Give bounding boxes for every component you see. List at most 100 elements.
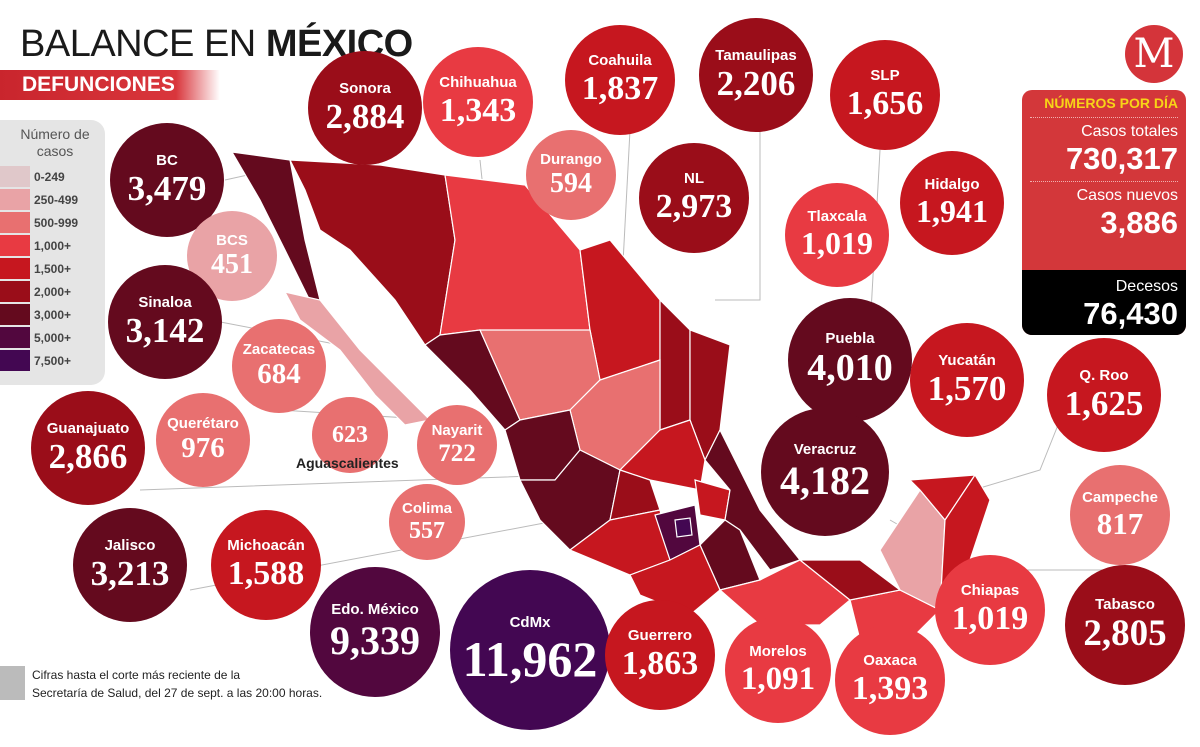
state-deaths-value: 594 [550, 167, 592, 199]
state-circle: SLP 1,656 [830, 40, 940, 150]
new-cases-value: 3,886 [1100, 205, 1178, 240]
state-circle: Campeche 817 [1070, 465, 1170, 565]
states-shapes [230, 151, 991, 651]
state-name: Nayarit [431, 422, 483, 440]
state-name: Zacatecas [242, 341, 316, 359]
state-deaths-value: 722 [438, 440, 476, 468]
state-circle: CdMx 11,962 [450, 570, 610, 730]
state-name: Oaxaca [863, 652, 917, 670]
state-name: BC [156, 151, 178, 169]
daily-numbers-panel: NÚMEROS POR DÍA Casos totales 730,317 Ca… [1022, 90, 1186, 335]
legend-item: 7,500+ [0, 350, 100, 371]
state-deaths-value: 2,884 [325, 96, 405, 136]
legend-item: 5,000+ [0, 327, 100, 348]
state-name: Puebla [825, 330, 875, 348]
footnote-line1: Cifras hasta el corte más reciente de la [32, 668, 241, 682]
state-name: Sonora [339, 79, 391, 97]
state-name: Tlaxcala [807, 208, 867, 226]
state-circle: Edo. México 9,339 [310, 567, 440, 697]
state-circle: Durango 594 [526, 130, 616, 220]
state-name: Guerrero [627, 627, 693, 645]
state-circle: Puebla 4,010 [788, 298, 912, 422]
state-circle: Morelos 1,091 [725, 617, 831, 723]
new-cases-label: Casos nuevos [1076, 187, 1178, 204]
legend-label: 2,000+ [34, 284, 72, 299]
state-deaths-value: 1,837 [581, 70, 659, 108]
state-circle: Guerrero 1,863 [605, 600, 715, 710]
total-cases-value: 730,317 [1030, 141, 1178, 182]
state-deaths-value: 1,625 [1064, 383, 1144, 423]
state-name: Durango [540, 150, 602, 168]
state-name: Michoacán [227, 537, 305, 555]
legend-swatch [0, 166, 30, 187]
state-name: Coahuila [588, 52, 652, 70]
legend-label: 7,500+ [34, 353, 72, 368]
legend-label: 3,000+ [34, 307, 72, 322]
state-name: Tamaulipas [715, 46, 797, 64]
state-circle: Jalisco 3,213 [73, 508, 187, 622]
state-deaths-value: 1,941 [916, 193, 988, 230]
state-circle: Guanajuato 2,866 [31, 391, 145, 505]
state-name: Morelos [749, 642, 807, 660]
state-name: Sinaloa [138, 293, 192, 311]
state-circle: NL 2,973 [639, 143, 749, 253]
legend-label: 1,000+ [34, 238, 72, 253]
legend-label: 1,500+ [34, 261, 72, 276]
legend-swatch [0, 235, 30, 256]
state-name: Colima [401, 499, 452, 517]
state-circle: Hidalgo 1,941 [900, 151, 1004, 255]
nuevo-leon-shape [659, 298, 691, 431]
state-circle: Zacatecas 684 [232, 319, 326, 413]
state-circle: Chihuahua 1,343 [423, 47, 533, 157]
deaths-value: 76,430 [1083, 296, 1178, 331]
state-circle: Oaxaca 1,393 [835, 625, 945, 735]
state-deaths-value: 9,339 [330, 618, 420, 663]
state-circle: Sinaloa 3,142 [108, 265, 222, 379]
milenio-logo: M [1125, 25, 1183, 83]
legend-label: 250-499 [34, 192, 79, 207]
baja-california-sur-shape [283, 291, 432, 426]
state-deaths-value: 2,206 [716, 63, 796, 103]
state-name: Jalisco [104, 536, 156, 554]
state-deaths-value: 1,343 [439, 92, 517, 130]
state-deaths-value: 1,393 [851, 670, 929, 708]
legend-item: 1,500+ [0, 258, 100, 279]
footnote: Cifras hasta el corte más reciente de la… [0, 666, 322, 702]
state-circle: Nayarit 722 [417, 405, 497, 485]
state-deaths-value: 976 [181, 432, 225, 465]
state-circle: Michoacán 1,588 [211, 510, 321, 620]
deaths-label: Decesos [1115, 278, 1178, 295]
state-deaths-value: 4,182 [780, 458, 870, 503]
title-light: BALANCE EN [20, 23, 266, 65]
state-deaths-value: 1,019 [801, 225, 873, 262]
state-circle: BC 3,479 [110, 123, 224, 237]
state-name: BCS [216, 231, 248, 249]
state-circle: Sonora 2,884 [308, 51, 422, 165]
state-deaths-value: 1,863 [621, 645, 699, 683]
state-circle: Colima 557 [389, 484, 465, 560]
state-deaths-value: 2,866 [48, 436, 128, 476]
legend-label: 5,000+ [34, 330, 72, 345]
state-name: Chihuahua [439, 74, 517, 92]
state-name: Chiapas [960, 582, 1020, 600]
legend-label: 500-999 [34, 215, 79, 230]
state-deaths-value: 817 [1096, 505, 1144, 541]
state-deaths-value: 2,973 [655, 188, 733, 226]
legend-item: 250-499 [0, 189, 100, 210]
legend-swatch [0, 281, 30, 302]
cdmx-shape [674, 517, 693, 538]
state-name: Guanajuato [46, 419, 130, 437]
legend-swatch [0, 350, 30, 371]
legend-item: 2,000+ [0, 281, 100, 302]
state-deaths-value: 3,479 [127, 168, 207, 208]
state-deaths-value: 451 [211, 248, 253, 280]
state-circle: 623 [312, 397, 388, 473]
footnote-line2: Secretaría de Salud, del 27 de sept. a l… [32, 686, 323, 700]
state-deaths-value: 1,019 [951, 600, 1029, 638]
legend-swatch [0, 304, 30, 325]
state-name: SLP [870, 67, 900, 85]
hidalgo-shape [694, 479, 731, 521]
legend-swatch [0, 212, 30, 233]
state-circle: Q. Roo 1,625 [1047, 338, 1161, 452]
